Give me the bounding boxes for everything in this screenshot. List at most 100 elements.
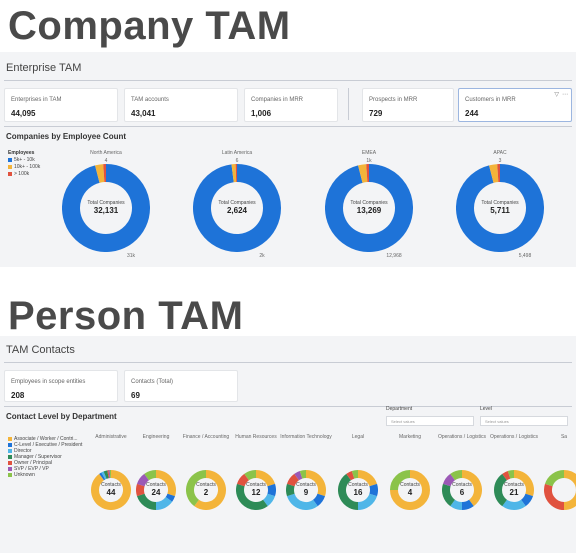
legend-swatch: [8, 461, 12, 465]
donut-slice[interactable]: [357, 470, 378, 487]
donut-slice[interactable]: [286, 483, 295, 497]
donut-slice[interactable]: [194, 470, 226, 510]
donut-slice[interactable]: [244, 470, 257, 481]
donut-slice[interactable]: [351, 470, 359, 479]
donut-slice[interactable]: [390, 470, 411, 491]
donut-slice[interactable]: [312, 493, 326, 507]
donut-slice[interactable]: [442, 473, 456, 487]
donut-slice[interactable]: [62, 164, 150, 252]
donut-center-value: 21: [509, 488, 519, 497]
donut-chart[interactable]: Contacts 2: [186, 470, 226, 510]
donut-chart[interactable]: Contacts 44: [91, 470, 131, 510]
kpi-card: Contacts (Total) 69: [124, 370, 238, 402]
donut-slice[interactable]: [450, 470, 463, 481]
donut-slice[interactable]: [450, 499, 463, 510]
donut-slice[interactable]: [294, 470, 303, 481]
donut-center-value: 4: [407, 488, 413, 497]
donut-slice[interactable]: [544, 483, 565, 510]
donut-slice[interactable]: [520, 493, 534, 507]
donut-slice[interactable]: [155, 496, 173, 510]
donut-slice[interactable]: [91, 470, 131, 510]
donut-chart[interactable]: Contacts 16: [338, 470, 378, 510]
donut-slice[interactable]: [461, 470, 482, 507]
donut-center-label: Contacts 2: [186, 482, 226, 498]
donut-slice[interactable]: [186, 470, 207, 507]
donut-slice[interactable]: [489, 164, 499, 183]
donut-slice[interactable]: [136, 483, 145, 497]
donut-center-label: Contacts 24: [136, 482, 176, 498]
donut-slice[interactable]: [99, 472, 106, 481]
donut-slice[interactable]: [267, 483, 276, 497]
donut-slice[interactable]: [95, 164, 105, 183]
donut-slice[interactable]: [299, 470, 307, 479]
donut-slice[interactable]: [101, 471, 107, 480]
donut-slice[interactable]: [255, 470, 276, 487]
donut-slice[interactable]: [507, 470, 515, 479]
donut-slice[interactable]: [563, 470, 576, 510]
donut-slice[interactable]: [103, 470, 109, 479]
donut-slice[interactable]: [136, 473, 150, 487]
legend-item[interactable]: Director: [8, 448, 32, 454]
donut-chart[interactable]: Total Companies 2,624: [193, 164, 281, 252]
filter-icon[interactable]: ▽: [554, 92, 559, 98]
donut-slice[interactable]: [502, 499, 526, 510]
donut-slice[interactable]: [236, 483, 268, 510]
donut-svg: [325, 164, 413, 252]
donut-slice[interactable]: [369, 483, 378, 497]
legend-swatch: [8, 473, 12, 477]
donut-slice[interactable]: [544, 470, 565, 487]
more-options-icon[interactable]: ⋯: [562, 92, 568, 98]
donut-slice[interactable]: [357, 493, 378, 510]
legend-label: C-Level / Executive / President: [14, 442, 83, 448]
donut-slice[interactable]: [358, 164, 368, 183]
donut-slice[interactable]: [461, 499, 474, 510]
donut-chart[interactable]: Contacts 4: [390, 470, 430, 510]
donut-chart[interactable]: Contacts 6: [442, 470, 482, 510]
donut-slice[interactable]: [262, 493, 276, 507]
donut-chart[interactable]: Contacts 9: [286, 470, 326, 510]
legend-item[interactable]: Associate / Worker / Contri...: [8, 436, 78, 442]
legend-label: Unknown: [14, 472, 35, 478]
contacts-panel: TAM Contacts Employees in scope entities…: [0, 336, 576, 553]
donut-chart[interactable]: Total Companies 13,269: [325, 164, 413, 252]
donut-slice[interactable]: [236, 473, 250, 487]
legend-item[interactable]: 5k+ - 10k: [8, 157, 35, 163]
donut-slice[interactable]: [390, 470, 430, 510]
department-filter[interactable]: Select values: [386, 416, 474, 426]
legend-item[interactable]: C-Level / Executive / President: [8, 442, 82, 448]
donut-slice[interactable]: [346, 470, 355, 481]
legend-item[interactable]: Owner / Principal: [8, 460, 52, 466]
donut-chart[interactable]: Contacts 21: [494, 470, 534, 510]
donut-slice[interactable]: [338, 473, 359, 510]
donut-slice[interactable]: [155, 470, 176, 497]
legend-item[interactable]: Manager / Supervisor: [8, 454, 62, 460]
donut-slice[interactable]: [442, 483, 456, 507]
donut-center-caption: Contacts: [504, 482, 524, 488]
donut-slice[interactable]: [136, 493, 157, 510]
legend-item[interactable]: Unknown: [8, 472, 35, 478]
donut-slice[interactable]: [193, 164, 281, 252]
legend-item[interactable]: > 100k: [8, 171, 29, 177]
donut-chart[interactable]: [544, 470, 576, 510]
kpi-card[interactable]: Customers in MRR 244 ▽ ⋯: [458, 88, 572, 122]
donut-slice[interactable]: [144, 470, 157, 481]
legend-swatch: [8, 449, 12, 453]
donut-slice[interactable]: [286, 493, 318, 510]
donut-chart[interactable]: Total Companies 5,711: [456, 164, 544, 252]
legend-item[interactable]: 10k+ - 100k: [8, 164, 40, 170]
donut-slice[interactable]: [456, 164, 544, 252]
donut-slice[interactable]: [165, 493, 176, 502]
donut-chart[interactable]: Total Companies 32,131: [62, 164, 150, 252]
donut-slice[interactable]: [494, 473, 508, 507]
donut-slice[interactable]: [305, 470, 326, 497]
donut-slice[interactable]: [325, 164, 413, 252]
donut-center-label: Contacts 44: [91, 482, 131, 498]
donut-slice[interactable]: [502, 470, 511, 481]
contacts-title: TAM Contacts: [6, 344, 75, 356]
donut-slice[interactable]: [286, 473, 300, 487]
donut-chart[interactable]: Contacts 12: [236, 470, 276, 510]
legend-item[interactable]: SVP / EVP / VP: [8, 466, 49, 472]
donut-slice[interactable]: [513, 470, 534, 497]
donut-chart[interactable]: Contacts 24: [136, 470, 176, 510]
level-filter[interactable]: Select values: [480, 416, 568, 426]
